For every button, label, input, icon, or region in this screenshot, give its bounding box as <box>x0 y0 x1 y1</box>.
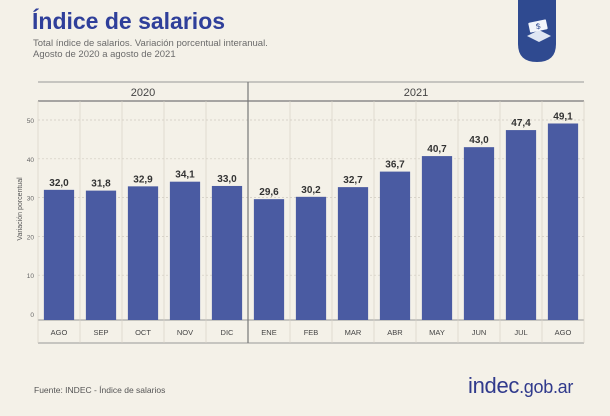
data-label: 43,0 <box>469 135 489 146</box>
bar-oct <box>127 186 159 320</box>
bar-feb <box>295 196 327 320</box>
category-label: NOV <box>177 328 193 337</box>
data-label: 47,4 <box>511 118 531 129</box>
year-label-2021: 2021 <box>404 87 428 99</box>
data-label: 33,0 <box>217 174 237 185</box>
category-label: FEB <box>304 328 319 337</box>
bar-jul <box>505 130 537 320</box>
year-headers: 2020 2021 <box>131 82 428 343</box>
category-label: MAY <box>429 328 445 337</box>
category-label: ENE <box>261 328 276 337</box>
bar-ago <box>547 123 579 320</box>
y-tick-label: 40 <box>27 157 35 164</box>
data-label: 29,6 <box>259 187 279 198</box>
data-label: 49,1 <box>553 111 573 122</box>
subtitle-line-2: Agosto de 2020 a agosto de 2021 <box>33 49 176 60</box>
category-label: JUN <box>472 328 487 337</box>
y-tick-label: 20 <box>27 234 35 241</box>
data-label: 34,1 <box>175 170 195 181</box>
bar-jun <box>463 147 495 320</box>
bar-abr <box>379 171 411 320</box>
category-label: AGO <box>555 328 572 337</box>
source-note: Fuente: INDEC - Índice de salarios <box>34 385 166 395</box>
data-label: 31,8 <box>91 179 111 190</box>
bar-mar <box>337 187 369 320</box>
salary-money-icon: $ <box>518 0 556 62</box>
y-tick-label: 30 <box>27 196 35 203</box>
bar-sep <box>85 190 117 320</box>
category-label: DIC <box>221 328 235 337</box>
y-tick-label: 50 <box>27 118 35 125</box>
data-label: 40,7 <box>427 144 447 155</box>
category-label: JUL <box>514 328 527 337</box>
logo-domain: .gob.ar <box>519 377 574 397</box>
subtitle-line-1: Total índice de salarios. Variación porc… <box>33 38 268 49</box>
data-label: 30,2 <box>301 185 321 196</box>
chart-title: Índice de salarios <box>32 8 226 34</box>
year-label-2020: 2020 <box>131 87 155 99</box>
bar-ene <box>253 199 285 320</box>
y-axis-ticks: 0 10 20 30 40 50 <box>27 118 35 319</box>
bar-may <box>421 156 453 320</box>
data-label: 32,7 <box>343 175 363 186</box>
data-labels: 32,0 31,8 32,9 34,1 33,0 29,6 30,2 32,7 36,7 40,7… <box>49 111 573 198</box>
y-tick-label: 10 <box>27 273 35 280</box>
data-label: 32,0 <box>49 178 69 189</box>
bars <box>43 123 579 320</box>
category-labels: AGO SEP OCT NOV DIC ENE FEB MAR ABR MAY JUN JUL AGO <box>51 328 572 337</box>
data-label: 36,7 <box>385 160 405 171</box>
category-label: AGO <box>51 328 68 337</box>
category-label: SEP <box>93 328 108 337</box>
category-label: OCT <box>135 328 151 337</box>
bar-ago <box>43 189 75 320</box>
category-label: MAR <box>345 328 362 337</box>
category-label: ABR <box>387 328 403 337</box>
logo-main: indec <box>468 373 520 398</box>
data-label: 32,9 <box>133 174 153 185</box>
bar-nov <box>169 181 201 320</box>
bar-dic <box>211 185 243 320</box>
indec-logo: indec.gob.ar <box>468 373 573 399</box>
svg-text:$: $ <box>535 22 542 32</box>
y-tick-label: 0 <box>30 312 34 319</box>
y-axis-label: Variación porcentual <box>17 177 24 241</box>
chart-subtitle: Total índice de salarios. Variación porc… <box>33 38 268 60</box>
